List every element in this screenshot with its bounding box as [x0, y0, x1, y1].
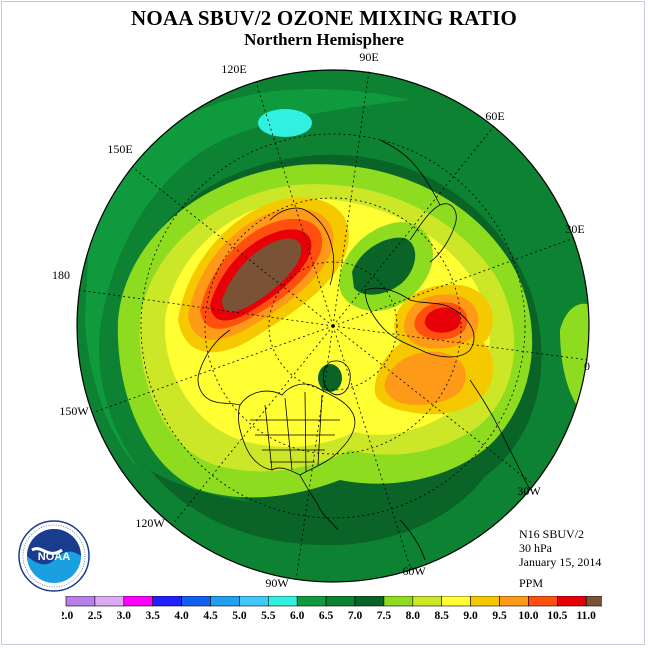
colorbar-swatch	[94, 596, 125, 607]
lon-label-120e: 120E	[221, 62, 246, 76]
pressure-level-label: 30 hPa	[519, 541, 552, 555]
field-7.0-south	[150, 450, 500, 546]
coastlines	[197, 139, 531, 561]
colorbar-tick-label: 8.5	[435, 610, 450, 622]
satellite-label: N16 SBUV/2	[519, 527, 585, 541]
colorbar-swatch	[470, 596, 500, 607]
colorbar-tick-label: 4.5	[203, 610, 218, 622]
colorbar-tick-label: 7.0	[348, 610, 363, 622]
date-label: January 15, 2014	[519, 555, 602, 569]
lon-label-0: 0	[584, 359, 590, 373]
lon-label-150e: 150E	[107, 142, 132, 156]
colorbar-tick-label: 4.0	[174, 610, 189, 622]
colorbar-swatch	[296, 596, 327, 607]
lon-label-180: 180	[52, 268, 70, 282]
colorbar: 2.0 2.5 3.0 3.5 4.0 4.5 5.0 5.5 6.0 6.5 7.0 7.5 8.0 8…	[62, 596, 602, 622]
map-title: NOAA SBUV/2 OZONE MIXING RATIO	[131, 6, 517, 30]
graticule	[77, 70, 589, 581]
colorbar-tick-label: 2.0	[62, 610, 73, 622]
lon-label-60e: 60E	[485, 109, 504, 123]
colorbar-swatch	[325, 596, 356, 607]
lon-label-30e: 30E	[565, 222, 584, 236]
units-label: PPM	[519, 576, 544, 590]
colorbar-tick-label: 10.0	[518, 610, 538, 622]
colorbar-tick-label: 6.5	[319, 610, 334, 622]
colorbar-tick-label: 9.0	[463, 610, 478, 622]
field-9.5-east	[384, 351, 466, 405]
colorbar-swatch	[65, 596, 96, 607]
map-subtitle: Northern Hemisphere	[244, 30, 404, 49]
colorbar-tick-label: 6.0	[290, 610, 305, 622]
colorbar-swatch	[383, 596, 414, 607]
field-7.0-center-2	[352, 237, 416, 295]
colorbar-swatch	[499, 596, 529, 607]
lon-label-90e: 90E	[359, 50, 378, 64]
colorbar-swatch	[152, 596, 182, 607]
lon-label-30w: 30W	[517, 484, 541, 498]
colorbar-tick-label: 11.0	[576, 610, 596, 622]
colorbar-tick-label: 5.0	[232, 610, 247, 622]
colorbar-tick-label: 10.5	[547, 610, 567, 622]
colorbar-tick-label: 7.5	[377, 610, 392, 622]
colorbar-swatch	[268, 596, 298, 607]
colorbar-swatch	[210, 596, 240, 607]
colorbar-tick-label: 3.5	[146, 610, 161, 622]
logo-text: NOAA	[38, 551, 70, 563]
colorbar-ticks: 2.0 2.5 3.0 3.5 4.0 4.5 5.0 5.5 6.0 6.5 7.0 7.5 8.0 8…	[62, 610, 596, 622]
lon-label-60w: 60W	[402, 564, 426, 578]
lon-label-90w: 90W	[265, 576, 289, 590]
lon-label-150w: 150W	[59, 404, 89, 418]
field-10.5-east	[424, 307, 461, 333]
colorbar-swatch	[441, 596, 471, 607]
field-11.0-west	[222, 238, 302, 312]
colorbar-tick-label: 9.5	[492, 610, 507, 622]
map-border	[76, 69, 590, 583]
colorbar-tick-label: 5.5	[261, 610, 276, 622]
colorbar-tick-label: 3.0	[117, 610, 132, 622]
colorbar-swatch	[354, 596, 385, 607]
colorbar-swatch	[412, 596, 442, 607]
colorbar-swatch	[123, 596, 153, 607]
colorbar-swatch	[181, 596, 211, 607]
field-7.0-spot	[318, 364, 342, 392]
lon-label-120w: 120W	[135, 516, 165, 530]
colorbar-swatch	[239, 596, 269, 607]
colorbar-swatch	[528, 596, 558, 607]
colorbar-tick-label: 8.0	[406, 610, 421, 622]
noaa-logo: NOAA	[18, 520, 90, 592]
colorbar-swatches	[65, 596, 602, 607]
colorbar-swatch	[556, 596, 587, 607]
colorbar-tick-label: 2.5	[88, 610, 103, 622]
field-5.5	[258, 109, 312, 137]
colorbar-swatch	[585, 596, 602, 607]
